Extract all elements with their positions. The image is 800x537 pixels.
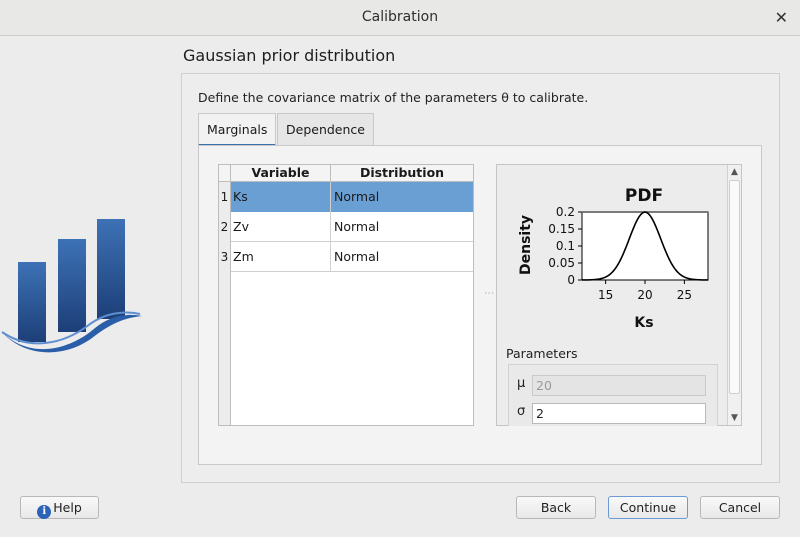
variable-cell[interactable]: Zv bbox=[231, 212, 331, 242]
back-button[interactable]: Back bbox=[516, 496, 596, 519]
page-description: Define the covariance matrix of the para… bbox=[198, 90, 589, 105]
app-logo bbox=[1, 219, 142, 353]
help-circle-icon: i bbox=[37, 505, 52, 519]
x-tick-label: 15 bbox=[598, 288, 613, 302]
table-corner bbox=[219, 165, 231, 182]
sigma-label: σ bbox=[517, 404, 526, 419]
distribution-cell[interactable]: Normal bbox=[334, 219, 380, 234]
title-bar: Calibration ✕ bbox=[0, 0, 800, 36]
chart-title: PDF bbox=[625, 186, 663, 206]
row-number: 3 bbox=[219, 242, 231, 272]
plot-area bbox=[581, 211, 709, 281]
x-tick-label: 25 bbox=[677, 288, 692, 302]
y-axis-label: Density bbox=[518, 215, 534, 275]
column-header-distribution[interactable]: Distribution bbox=[331, 165, 473, 182]
tab-marginals[interactable]: Marginals bbox=[198, 113, 276, 146]
column-header-variable[interactable]: Variable bbox=[231, 165, 331, 182]
splitter-handle[interactable]: ⋮ bbox=[483, 288, 494, 297]
close-icon[interactable]: ✕ bbox=[774, 8, 788, 27]
distribution-cell[interactable]: Normal bbox=[331, 182, 473, 212]
variable-cell[interactable]: Ks bbox=[231, 182, 331, 212]
window-title: Calibration bbox=[361, 9, 439, 25]
scrollbar-thumb[interactable] bbox=[729, 180, 740, 394]
y-tick-label: 0.2 bbox=[556, 205, 575, 219]
y-tick-label: 0.15 bbox=[548, 222, 575, 236]
scroll-up-icon[interactable]: ▲ bbox=[731, 167, 738, 177]
x-axis-label: Ks bbox=[634, 315, 653, 331]
pdf-chart: PDF Density Ks 0 0.05 0.1 0.15 0.2 15 20 25 bbox=[518, 186, 709, 331]
wizard-title: Gaussian prior distribution bbox=[183, 46, 396, 65]
variable-cell[interactable]: Zm bbox=[231, 242, 331, 272]
parameters-label: Parameters bbox=[506, 346, 578, 361]
continue-button[interactable]: Continue bbox=[608, 496, 688, 519]
variables-table: Variable Distribution 1 Ks Normal 2 Zv N… bbox=[218, 164, 474, 426]
pdf-curve bbox=[581, 211, 709, 281]
mu-field bbox=[532, 375, 706, 396]
vertical-scrollbar[interactable]: ▲ ▼ bbox=[727, 165, 741, 425]
row-number: 1 bbox=[219, 182, 231, 212]
mu-label: μ bbox=[517, 376, 526, 391]
table-row[interactable]: 3 Zm Normal bbox=[219, 242, 473, 272]
sigma-field[interactable] bbox=[532, 403, 706, 424]
tab-dependence[interactable]: Dependence bbox=[277, 113, 374, 146]
help-button-label: Help bbox=[53, 500, 82, 515]
y-tick-label: 0.1 bbox=[556, 239, 575, 253]
scroll-down-icon[interactable]: ▼ bbox=[731, 413, 738, 423]
cancel-button[interactable]: Cancel bbox=[700, 496, 780, 519]
distribution-cell[interactable]: Normal bbox=[334, 249, 380, 264]
table-row[interactable]: 2 Zv Normal bbox=[219, 212, 473, 242]
x-tick-label: 20 bbox=[637, 288, 652, 302]
y-tick-label: 0.05 bbox=[548, 256, 575, 270]
table-row[interactable]: 1 Ks Normal bbox=[219, 182, 473, 212]
row-number: 2 bbox=[219, 212, 231, 242]
y-tick-label: 0 bbox=[567, 273, 575, 287]
help-button[interactable]: i Help bbox=[20, 496, 99, 519]
